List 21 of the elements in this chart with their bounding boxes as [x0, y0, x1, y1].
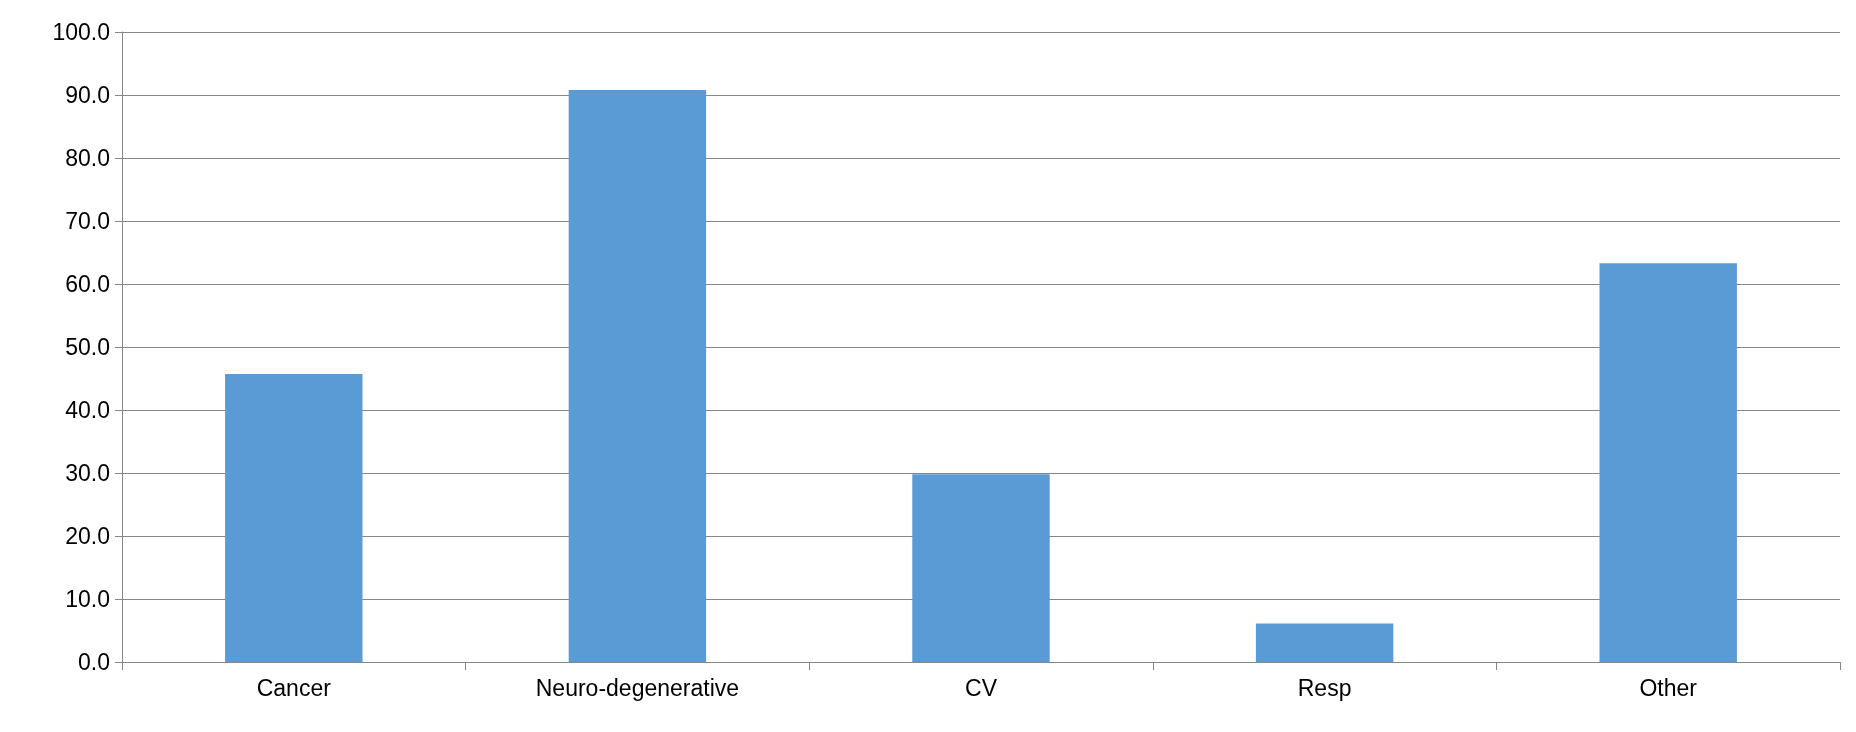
bar: [1599, 263, 1737, 662]
x-tick-label: CV: [965, 674, 998, 701]
y-tick-label: 60.0: [65, 271, 110, 297]
y-tick-label: 30.0: [65, 460, 110, 486]
y-tick-label: 40.0: [65, 397, 110, 423]
y-tick-label: 80.0: [65, 145, 110, 171]
bar: [225, 374, 363, 662]
y-tick-label: 0.0: [78, 649, 110, 675]
y-tick-label: 100.0: [52, 19, 110, 45]
bar: [1255, 623, 1394, 662]
x-tick-label: Resp: [1297, 674, 1352, 701]
x-tick-label: Other: [1639, 674, 1698, 701]
y-tick-label: 20.0: [65, 523, 110, 549]
bar: [568, 89, 707, 662]
y-tick-label: 90.0: [65, 82, 110, 108]
x-tick-label: Cancer: [256, 674, 332, 701]
y-tick-label: 10.0: [65, 586, 110, 612]
y-tick-label: 70.0: [65, 208, 110, 234]
x-tick-label: Neuro-degenerative: [535, 674, 740, 701]
bar: [912, 474, 1050, 662]
y-tick-label: 50.0: [65, 334, 110, 360]
